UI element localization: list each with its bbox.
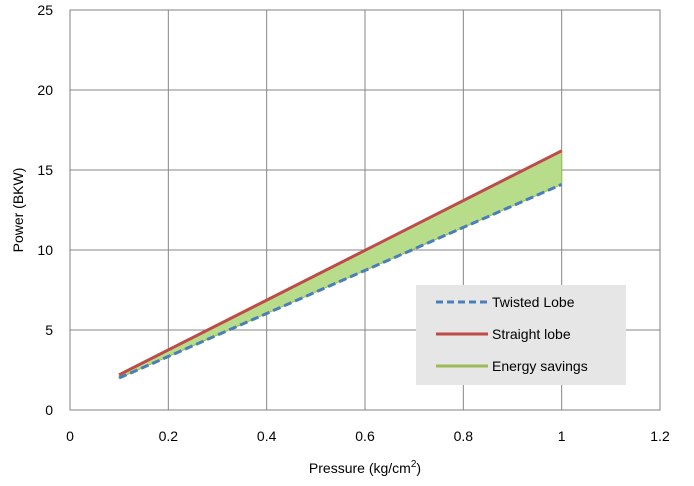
x-tick-label: 0.4: [257, 428, 277, 444]
y-axis-title: Power (BKW): [10, 168, 26, 253]
y-tick-label: 10: [37, 242, 53, 258]
y-tick-label: 20: [37, 82, 53, 98]
legend-label-straight-lobe: Straight lobe: [492, 326, 571, 342]
y-tick-label: 5: [45, 322, 53, 338]
legend: Twisted Lobe Straight lobe Energy saving…: [416, 285, 626, 385]
x-tick-label: 0.2: [159, 428, 179, 444]
x-tick-label: 0.8: [454, 428, 474, 444]
y-tick-label: 15: [37, 162, 53, 178]
series-layer: [118, 149, 563, 380]
x-axis-title: Pressure (kg/cm2): [309, 459, 421, 476]
x-tick-label: 1.2: [650, 428, 670, 444]
twisted-lobe-line: [118, 183, 563, 380]
x-tick-label: 0.6: [355, 428, 375, 444]
tick-labels: 0 0.2 0.4 0.6 0.8 1 1.2 0 5 10 15 20 25: [37, 2, 670, 444]
legend-label-twisted-lobe: Twisted Lobe: [492, 294, 575, 310]
x-axis-title-sup: 2: [411, 459, 417, 470]
plot-area-border: [69, 9, 661, 411]
y-tick-label: 0: [45, 402, 53, 418]
x-axis-title-main: Pressure (kg/cm: [309, 460, 411, 476]
y-tick-label: 25: [37, 2, 53, 18]
legend-label-energy-savings: Energy savings: [492, 358, 588, 374]
straight-lobe-line: [118, 149, 563, 377]
x-tick-label: 0: [66, 428, 74, 444]
x-axis-title-end: ): [416, 460, 421, 476]
x-tick-label: 1: [558, 428, 566, 444]
